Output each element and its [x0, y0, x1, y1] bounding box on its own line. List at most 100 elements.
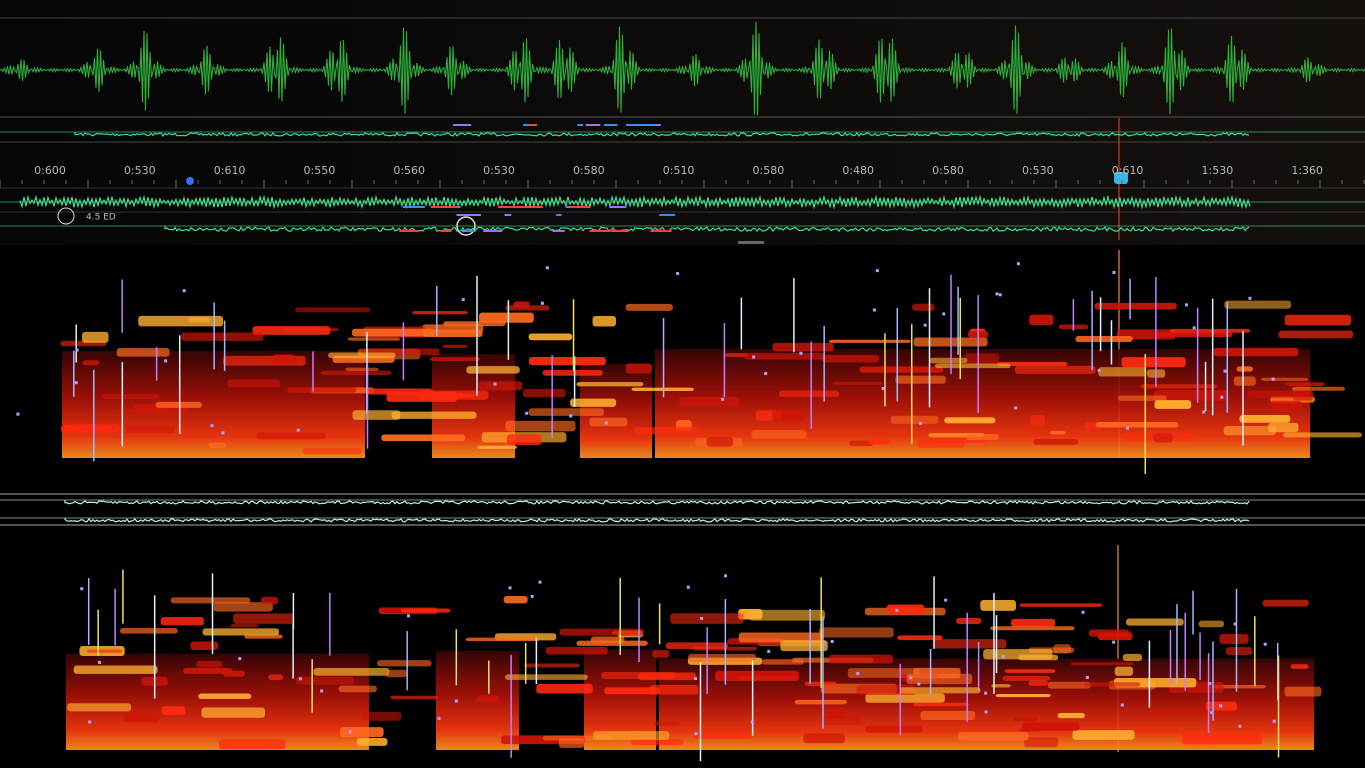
spectral-band: [821, 716, 861, 725]
spectral-band: [208, 442, 227, 449]
spectral-dot: [1219, 704, 1223, 708]
spectral-band: [1047, 681, 1091, 689]
spectral-dot: [764, 372, 768, 376]
spectral-band: [779, 390, 840, 397]
spectral-dot: [545, 266, 549, 270]
scroll-handle[interactable]: [738, 241, 764, 244]
time-label: 0:530: [1022, 164, 1054, 177]
spectral-dot: [919, 421, 923, 425]
spectral-band: [828, 339, 911, 343]
spectral-dot: [75, 348, 79, 352]
time-label: 0:480: [842, 164, 874, 177]
spectral-band: [320, 370, 392, 376]
spectral-band: [1169, 328, 1251, 333]
spectral-dot: [942, 312, 946, 316]
clip-marker: [399, 230, 419, 232]
spectral-band: [934, 363, 1011, 369]
spectral-band: [832, 381, 882, 386]
spectral-band: [227, 379, 281, 388]
spectral-dot: [461, 298, 465, 302]
spectral-band: [513, 301, 530, 308]
spectral-dot: [1263, 642, 1267, 646]
spectral-band: [233, 613, 295, 624]
spectral-band: [302, 447, 362, 455]
clip-marker: [659, 214, 675, 216]
spectral-dot: [724, 574, 728, 578]
spectral-band: [536, 683, 593, 694]
clip-marker: [556, 214, 562, 216]
spectral-band: [794, 699, 848, 705]
spectral-band: [995, 693, 1051, 698]
clip-marker: [509, 206, 532, 208]
clip-marker: [603, 124, 618, 126]
spectral-band: [570, 398, 617, 407]
spectral-band: [442, 344, 468, 349]
spectral-band: [479, 312, 534, 323]
spectral-band: [73, 665, 158, 674]
tool-button[interactable]: [57, 207, 75, 225]
spectral-band: [1284, 314, 1352, 326]
spectral-dot: [856, 672, 860, 676]
clip-marker: [461, 230, 466, 232]
spectral-band: [1024, 737, 1059, 748]
spectral-band: [1219, 633, 1249, 644]
spectral-band: [631, 387, 695, 392]
spectral-dot: [917, 682, 921, 686]
spectral-band: [230, 623, 259, 628]
playhead-handle[interactable]: [1114, 172, 1128, 184]
spectral-dot: [540, 301, 544, 305]
spectral-band: [821, 354, 879, 363]
spectral-dot: [909, 676, 913, 680]
spectral-band: [86, 649, 122, 653]
spectral-band: [1121, 357, 1186, 368]
clip-marker: [639, 124, 661, 126]
spectral-band: [990, 626, 1075, 631]
spectral-dot: [407, 614, 411, 618]
spectral-band: [218, 739, 286, 750]
spectral-band: [466, 366, 520, 374]
spectral-band: [592, 315, 616, 327]
spectral-band: [181, 332, 264, 341]
spectral-band: [256, 432, 326, 440]
clip-marker: [498, 206, 514, 208]
spectral-band: [1225, 647, 1253, 656]
spectral-band: [649, 685, 699, 695]
spectral-band: [1223, 426, 1276, 436]
spectral-dot: [694, 677, 698, 681]
spectral-band: [956, 617, 982, 624]
spectral-band: [1260, 377, 1309, 381]
spectral-dot: [767, 649, 771, 653]
spectral-band: [829, 654, 894, 664]
spectral-dot: [569, 414, 573, 418]
spectral-band: [287, 387, 357, 393]
spectral-band: [865, 725, 923, 733]
spectral-band: [155, 401, 203, 408]
spectral-band: [1117, 395, 1167, 401]
spectral-band: [524, 663, 580, 668]
spectral-band: [1239, 414, 1291, 423]
spectral-dot: [348, 730, 352, 734]
spectral-band: [67, 703, 132, 712]
time-label: 0:550: [304, 164, 336, 177]
spectral-band: [899, 687, 981, 694]
spectral-band: [601, 672, 676, 680]
spectral-band: [295, 676, 354, 685]
spectral-band: [252, 326, 331, 335]
clip-marker: [650, 230, 672, 232]
spectral-band: [119, 628, 178, 634]
clip-marker: [589, 230, 611, 232]
clip-marker: [523, 206, 543, 208]
spectral-dot: [296, 428, 300, 432]
time-label: 1:530: [1202, 164, 1234, 177]
spectral-band: [897, 635, 943, 641]
spectral-dot: [182, 289, 186, 293]
spectral-band: [706, 437, 734, 447]
spectral-band: [1153, 433, 1173, 443]
spectral-band: [523, 388, 566, 398]
spectral-band: [503, 596, 528, 604]
spectral-band: [1284, 686, 1322, 697]
spectral-dot: [210, 424, 214, 428]
spectral-dot: [700, 616, 704, 620]
clip-marker: [611, 230, 629, 232]
spectral-dot: [881, 387, 885, 391]
